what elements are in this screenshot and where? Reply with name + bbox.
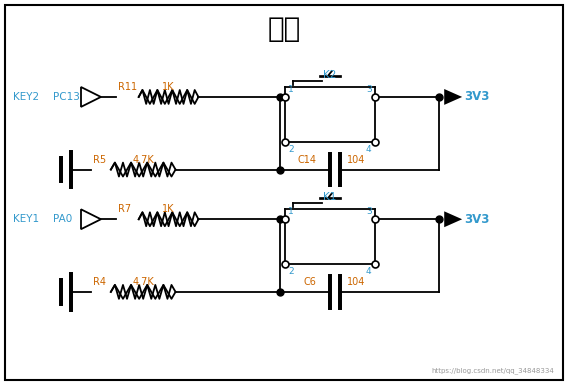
Text: C6: C6 bbox=[304, 277, 317, 287]
Text: R5: R5 bbox=[93, 155, 106, 165]
Text: KEY1: KEY1 bbox=[13, 214, 39, 224]
Text: 3V3: 3V3 bbox=[464, 213, 490, 226]
Text: 4.7K: 4.7K bbox=[133, 277, 154, 287]
Text: R11: R11 bbox=[118, 82, 137, 92]
Text: 4: 4 bbox=[366, 145, 371, 154]
Text: R4: R4 bbox=[93, 277, 106, 287]
Text: PA0: PA0 bbox=[53, 214, 72, 224]
Text: 104: 104 bbox=[346, 155, 365, 165]
Text: 2: 2 bbox=[288, 267, 294, 276]
Polygon shape bbox=[444, 211, 462, 227]
Text: 3: 3 bbox=[366, 84, 371, 94]
Text: 4: 4 bbox=[366, 267, 371, 276]
Text: K1: K1 bbox=[323, 192, 336, 203]
Text: 104: 104 bbox=[346, 277, 365, 287]
Text: PC13: PC13 bbox=[53, 92, 80, 102]
Text: 1K: 1K bbox=[162, 204, 175, 214]
Polygon shape bbox=[444, 89, 462, 105]
Text: KEY2: KEY2 bbox=[13, 92, 39, 102]
Text: 3V3: 3V3 bbox=[464, 90, 490, 104]
Text: 按键: 按键 bbox=[268, 15, 300, 43]
Text: 1K: 1K bbox=[162, 82, 175, 92]
Text: C14: C14 bbox=[298, 155, 317, 165]
Text: R7: R7 bbox=[118, 204, 131, 214]
Text: 1: 1 bbox=[288, 207, 294, 216]
Text: https://blog.csdn.net/qq_34848334: https://blog.csdn.net/qq_34848334 bbox=[431, 367, 554, 374]
Text: 2: 2 bbox=[288, 145, 294, 154]
Text: K2: K2 bbox=[323, 70, 336, 80]
Text: 3: 3 bbox=[366, 207, 371, 216]
Text: 4.7K: 4.7K bbox=[133, 155, 154, 165]
Text: 1: 1 bbox=[288, 84, 294, 94]
